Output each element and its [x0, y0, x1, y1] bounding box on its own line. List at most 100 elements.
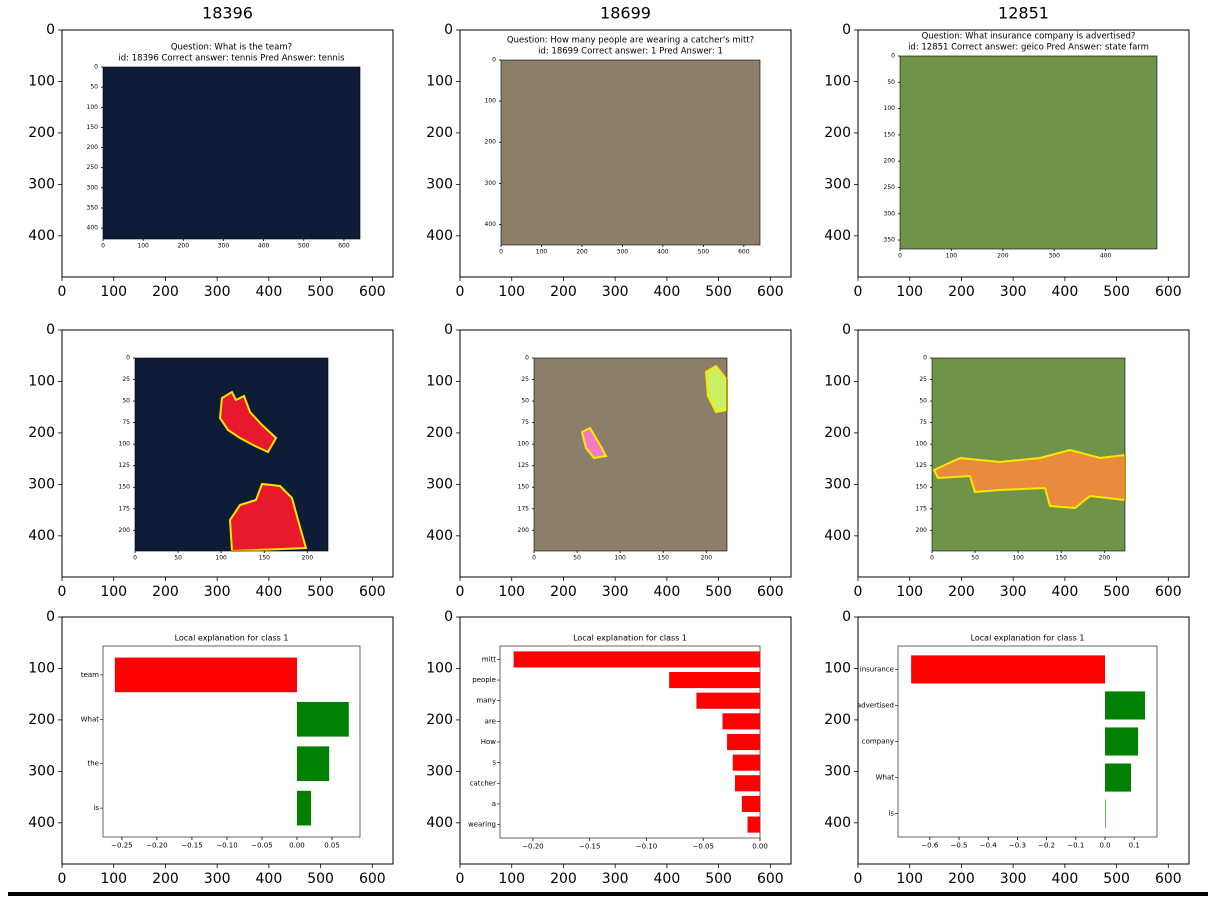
axis-y-tick-label: 300: [28, 476, 55, 492]
bar: [669, 672, 760, 689]
inset-y-tick-label: 0: [492, 57, 496, 64]
axis-x-tick-label: 100: [498, 871, 525, 887]
inset-y-tick-label: 250: [884, 184, 896, 191]
axis-x-tick-label: 300: [602, 584, 629, 600]
bar: [735, 775, 760, 792]
axis-x-tick-label: 400: [1052, 284, 1079, 300]
inset-y-tick-label: 175: [119, 505, 131, 512]
axis-x-tick-label: 600: [1155, 584, 1182, 600]
inset-x-tick-label: 100: [946, 252, 958, 259]
axis-y-tick-label: 100: [426, 73, 453, 89]
axes-title: 12851: [998, 4, 1049, 23]
inset-y-tick-label: 0: [525, 355, 529, 362]
question-line: id: 18699 Correct answer: 1 Pred Answer:…: [538, 47, 723, 57]
axis-x-tick-label: 0: [456, 871, 465, 887]
axis-x-tick-label: 400: [654, 871, 681, 887]
category-label: catcher: [470, 779, 496, 787]
inset-x-tick-label: −0.25: [111, 842, 132, 850]
photo: [501, 60, 760, 245]
axis-x-tick-label: 600: [1155, 284, 1182, 300]
inset-y-tick-label: 200: [87, 144, 99, 151]
axis-x-tick-label: 100: [498, 284, 525, 300]
axis-x-tick-label: 500: [1103, 871, 1130, 887]
axis-y-tick-label: 400: [28, 815, 55, 831]
inset-y-tick-label: 300: [884, 210, 896, 217]
inset-x-tick-label: −0.6: [921, 842, 939, 850]
inset-y-tick-label: 150: [87, 124, 99, 131]
inset-y-tick-label: 100: [916, 441, 928, 448]
axis-y-tick-label: 400: [28, 228, 55, 244]
axis-x-tick-label: 300: [602, 871, 629, 887]
inset-x-tick-label: −0.10: [636, 843, 657, 851]
bar: [747, 816, 760, 833]
inset-y-tick-label: 125: [518, 462, 530, 469]
axis-y-tick-label: 200: [426, 125, 453, 141]
axis-x-tick-label: 300: [1000, 284, 1027, 300]
inset-y-tick-label: 150: [916, 484, 928, 491]
inset-y-tick-label: 100: [884, 105, 896, 112]
inset-x-tick-label: −0.2: [1038, 842, 1055, 850]
axis-y-tick-label: 400: [824, 528, 851, 544]
inset-x-tick-label: −0.1: [1067, 842, 1084, 850]
axis-y-tick-label: 300: [426, 476, 453, 492]
overlay-region: [580, 426, 608, 460]
inset-x-tick-label: 200: [997, 252, 1009, 259]
axis-y-tick-label: 200: [824, 425, 851, 441]
bar: [513, 651, 760, 668]
category-label: mitt: [482, 655, 497, 663]
axis-x-tick-label: 500: [307, 871, 334, 887]
axis-y-tick-label: 100: [28, 660, 55, 676]
inset-y-tick-label: 25: [919, 376, 927, 383]
axis-y-tick-label: 0: [444, 322, 453, 338]
category-label: company: [862, 738, 894, 746]
inset-y-tick-label: 25: [521, 376, 529, 383]
inset-x-tick-label: 300: [1048, 252, 1060, 259]
overlay-region: [218, 390, 278, 454]
inset-y-tick-label: 150: [119, 484, 131, 491]
category-label: the: [88, 760, 100, 768]
bar: [722, 713, 760, 730]
axis-x-tick-label: 600: [757, 584, 784, 600]
inset-x-tick-label: 400: [657, 248, 669, 255]
axis-x-tick-label: 0: [456, 584, 465, 600]
inset-x-tick-label: 100: [215, 554, 227, 561]
axis-y-tick-label: 300: [28, 176, 55, 192]
photo: [900, 56, 1157, 249]
axis-x-tick-label: 400: [256, 871, 283, 887]
inset-x-tick-label: 500: [698, 248, 710, 255]
axis-x-tick-label: 600: [757, 871, 784, 887]
axis-x-tick-label: 0: [456, 284, 465, 300]
axis-y-tick-label: 300: [426, 176, 453, 192]
category-label: is: [888, 810, 894, 818]
photo: [534, 358, 727, 551]
axis-x-tick-label: 0: [854, 871, 863, 887]
photo: [932, 358, 1125, 551]
question-line: Question: What insurance company is adve…: [922, 32, 1136, 42]
inset-y-tick-label: 250: [87, 164, 99, 171]
axis-y-tick-label: 0: [842, 22, 851, 38]
question-line: Question: How many people are wearing a …: [507, 36, 754, 46]
axis-y-tick-label: 200: [824, 125, 851, 141]
axis-y-tick-label: 400: [28, 528, 55, 544]
inset-x-tick-label: 200: [302, 554, 314, 561]
axis-x-tick-label: 400: [1052, 584, 1079, 600]
axis-x-tick-label: 400: [1052, 871, 1079, 887]
inset-y-tick-label: 0: [891, 53, 895, 60]
inset-x-tick-label: 0.1: [1129, 842, 1140, 850]
axis-x-tick-label: 100: [896, 584, 923, 600]
axis-y-tick-label: 100: [824, 660, 851, 676]
inset-y-tick-label: 200: [518, 527, 530, 534]
axis-y-tick-label: 300: [824, 763, 851, 779]
bar: [741, 795, 760, 812]
axes-title: 18396: [202, 4, 253, 23]
inset-y-tick-label: 50: [887, 79, 895, 86]
inset-y-tick-label: 75: [122, 419, 130, 426]
inset-x-tick-label: 0.00: [752, 843, 768, 851]
inset-x-tick-label: 400: [1100, 252, 1112, 259]
inset-x-tick-label: 600: [338, 242, 350, 249]
axis-x-tick-label: 300: [1000, 871, 1027, 887]
inset-y-tick-label: 350: [884, 237, 896, 244]
axis-y-tick-label: 400: [426, 228, 453, 244]
inset-y-tick-label: 0: [923, 355, 927, 362]
inset-x-tick-label: 100: [614, 554, 626, 561]
